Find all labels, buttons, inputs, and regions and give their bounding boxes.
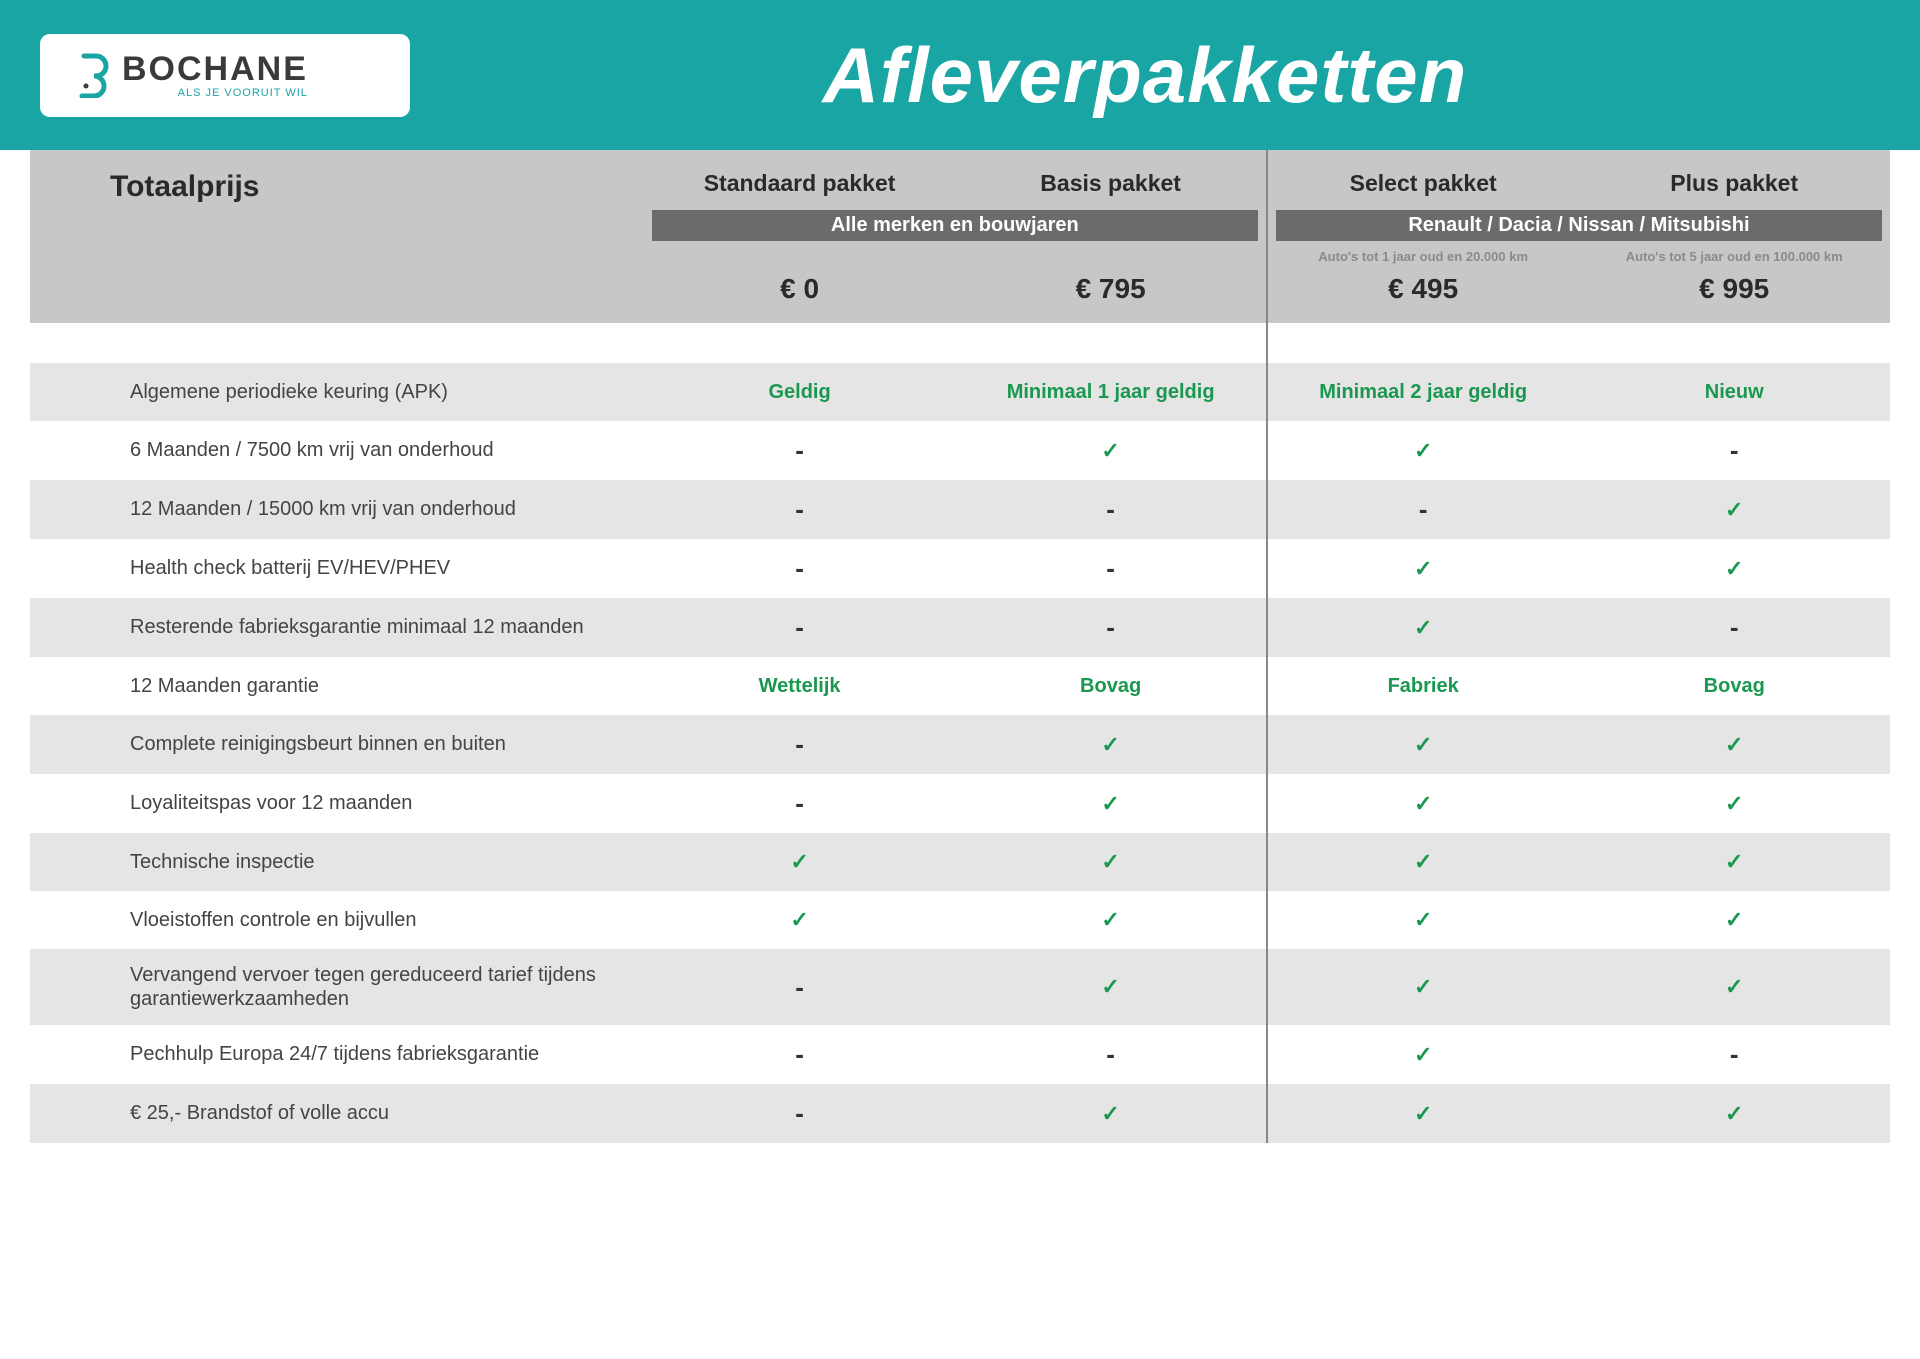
total-price-label: Totaalprijs bbox=[110, 170, 644, 204]
brand-name: BOCHANE bbox=[122, 52, 308, 86]
feature-value: Bovag bbox=[955, 657, 1267, 715]
feature-value: - bbox=[955, 539, 1267, 598]
brand-logo: BOCHANE ALS JE VOORUIT WIL bbox=[40, 34, 410, 117]
package-name: Plus pakket bbox=[1578, 170, 1890, 197]
feature-value: ✓ bbox=[955, 774, 1267, 833]
feature-value: ✓ bbox=[1578, 774, 1890, 833]
package-note bbox=[959, 249, 1262, 267]
package-price: € 495 bbox=[1272, 273, 1575, 305]
feature-value: ✓ bbox=[1578, 833, 1890, 891]
feature-label: € 25,- Brandstof of volle accu bbox=[30, 1084, 644, 1143]
feature-value: - bbox=[644, 539, 956, 598]
feature-value: Nieuw bbox=[1578, 363, 1890, 421]
feature-label: Vloeistoffen controle en bijvullen bbox=[30, 891, 644, 949]
feature-value: ✓ bbox=[1267, 715, 1579, 774]
feature-value: - bbox=[1578, 598, 1890, 657]
feature-value: Bovag bbox=[1578, 657, 1890, 715]
package-name: Select pakket bbox=[1268, 170, 1579, 197]
feature-label: Loyaliteitspas voor 12 maanden bbox=[30, 774, 644, 833]
feature-label: Health check batterij EV/HEV/PHEV bbox=[30, 539, 644, 598]
group-label: Renault / Dacia / Nissan / Mitsubishi bbox=[1276, 210, 1882, 241]
brand-logo-icon bbox=[72, 52, 112, 98]
feature-label: 12 Maanden / 15000 km vrij van onderhoud bbox=[30, 480, 644, 539]
feature-value: ✓ bbox=[1267, 539, 1579, 598]
feature-value: - bbox=[955, 598, 1267, 657]
feature-value: - bbox=[644, 715, 956, 774]
feature-value: ✓ bbox=[1267, 1084, 1579, 1143]
feature-value: ✓ bbox=[1578, 480, 1890, 539]
feature-value: ✓ bbox=[644, 891, 956, 949]
feature-label: Algemene periodieke keuring (APK) bbox=[30, 363, 644, 421]
page-title: Afleverpakketten bbox=[410, 30, 1880, 121]
feature-value: ✓ bbox=[1578, 949, 1890, 1025]
feature-value: Fabriek bbox=[1267, 657, 1579, 715]
feature-value: - bbox=[644, 1084, 956, 1143]
feature-value: Minimaal 2 jaar geldig bbox=[1267, 363, 1579, 421]
package-note: Auto's tot 5 jaar oud en 100.000 km bbox=[1582, 249, 1886, 267]
feature-label: Technische inspectie bbox=[30, 833, 644, 891]
feature-label: Resterende fabrieksgarantie minimaal 12 … bbox=[30, 598, 644, 657]
feature-value: - bbox=[955, 480, 1267, 539]
package-price: € 995 bbox=[1582, 273, 1886, 305]
feature-label: Complete reinigingsbeurt binnen en buite… bbox=[30, 715, 644, 774]
feature-value: ✓ bbox=[955, 949, 1267, 1025]
feature-label: Pechhulp Europa 24/7 tijdens fabrieksgar… bbox=[30, 1025, 644, 1084]
feature-value: - bbox=[1578, 1025, 1890, 1084]
package-price: € 795 bbox=[959, 273, 1262, 305]
feature-value: - bbox=[644, 774, 956, 833]
feature-value: ✓ bbox=[1267, 421, 1579, 480]
feature-label: Vervangend vervoer tegen gereduceerd tar… bbox=[30, 949, 644, 1025]
feature-value: - bbox=[644, 1025, 956, 1084]
feature-value: - bbox=[1267, 480, 1579, 539]
feature-value: ✓ bbox=[1578, 715, 1890, 774]
feature-value: ✓ bbox=[955, 421, 1267, 480]
feature-value: ✓ bbox=[1267, 949, 1579, 1025]
package-note bbox=[648, 249, 952, 267]
feature-value: ✓ bbox=[955, 833, 1267, 891]
feature-label: 6 Maanden / 7500 km vrij van onderhoud bbox=[30, 421, 644, 480]
feature-value: ✓ bbox=[1578, 891, 1890, 949]
feature-value: ✓ bbox=[1267, 1025, 1579, 1084]
group-label: Alle merken en bouwjaren bbox=[652, 210, 1258, 241]
feature-value: - bbox=[644, 949, 956, 1025]
feature-value: ✓ bbox=[1267, 833, 1579, 891]
feature-value: - bbox=[644, 421, 956, 480]
feature-value: ✓ bbox=[644, 833, 956, 891]
feature-value: Geldig bbox=[644, 363, 956, 421]
feature-value: ✓ bbox=[1578, 539, 1890, 598]
package-name: Basis pakket bbox=[955, 170, 1266, 197]
packages-table: TotaalprijsStandaard pakketBasis pakketS… bbox=[30, 150, 1890, 1143]
feature-value: - bbox=[644, 598, 956, 657]
feature-value: ✓ bbox=[1267, 891, 1579, 949]
feature-value: ✓ bbox=[1267, 598, 1579, 657]
feature-value: ✓ bbox=[955, 715, 1267, 774]
page-header: BOCHANE ALS JE VOORUIT WIL Afleverpakket… bbox=[0, 0, 1920, 150]
package-price: € 0 bbox=[648, 273, 952, 305]
feature-value: Wettelijk bbox=[644, 657, 956, 715]
feature-value: ✓ bbox=[1267, 774, 1579, 833]
package-name: Standaard pakket bbox=[644, 170, 956, 197]
package-note: Auto's tot 1 jaar oud en 20.000 km bbox=[1272, 249, 1575, 267]
feature-value: - bbox=[1578, 421, 1890, 480]
feature-label: 12 Maanden garantie bbox=[30, 657, 644, 715]
feature-value: ✓ bbox=[955, 891, 1267, 949]
feature-value: ✓ bbox=[1578, 1084, 1890, 1143]
feature-value: - bbox=[644, 480, 956, 539]
feature-value: Minimaal 1 jaar geldig bbox=[955, 363, 1267, 421]
feature-value: - bbox=[955, 1025, 1267, 1084]
feature-value: ✓ bbox=[955, 1084, 1267, 1143]
brand-tagline: ALS JE VOORUIT WIL bbox=[122, 88, 308, 99]
